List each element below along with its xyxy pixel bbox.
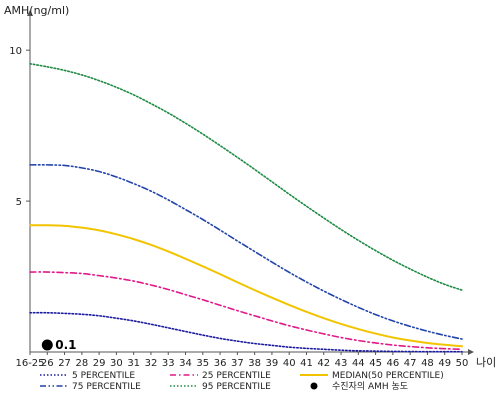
legend-label: 5 PERCENTILE: [72, 371, 135, 381]
y-tick-label: 5: [16, 197, 22, 208]
marker-layer: 0.1: [41, 338, 77, 352]
x-tick-label: 32: [145, 358, 158, 369]
patient-amh-marker: [41, 339, 53, 351]
x-tick-label: 26: [41, 358, 54, 369]
x-tick-label: 31: [127, 358, 140, 369]
series-line-25-percentile: [29, 271, 463, 351]
x-tick-label: 37: [231, 358, 244, 369]
x-tick-label: 41: [300, 358, 313, 369]
x-axis-arrow: [468, 349, 474, 355]
x-tick-label: 49: [438, 358, 451, 369]
x-tick-label: 33: [162, 358, 175, 369]
legend-label: 25 PERCENTILE: [202, 371, 271, 381]
series-line-median-50-percentile: [29, 224, 463, 348]
series-line-75-percentile: [29, 164, 463, 340]
y-axis-arrow: [27, 10, 33, 16]
x-tick-label: 48: [421, 358, 434, 369]
patient-amh-value-label: 0.1: [55, 338, 76, 352]
x-tick-label: 30: [110, 358, 123, 369]
x-tick-label: 28: [75, 358, 88, 369]
x-tick-label: 40: [283, 358, 296, 369]
series-line-5-percentile: [29, 311, 463, 353]
x-tick-label: 38: [248, 358, 261, 369]
legend-marker-label: 수진자의 AMH 농도: [332, 381, 408, 392]
x-tick-label: 44: [352, 358, 365, 369]
x-tick-label: 45: [369, 358, 382, 369]
x-tick-label: 27: [58, 358, 71, 369]
series-line-95-percentile: [29, 62, 463, 291]
legend-label: 75 PERCENTILE: [72, 382, 141, 392]
legend-label: 95 PERCENTILE: [202, 382, 271, 392]
legend: 5 PERCENTILE 25 PERCENTILE MEDIAN(50 PERCE…: [40, 371, 444, 392]
x-tick-label: 34: [179, 358, 192, 369]
series-layer: [29, 62, 463, 353]
y-tick-label: 10: [9, 46, 22, 57]
x-tick-label: 42: [317, 358, 330, 369]
x-tick-label: 16-25: [15, 358, 44, 369]
x-tick-label: 36: [214, 358, 227, 369]
x-tick-label: 29: [93, 358, 106, 369]
x-tick-label: 46: [387, 358, 400, 369]
legend-label: MEDIAN(50 PERCENTILE): [332, 371, 444, 381]
x-tick-label: 39: [266, 358, 279, 369]
x-axis-title: 나이: [476, 356, 496, 369]
y-axis-title: AMH(ng/ml): [4, 4, 69, 17]
legend-marker-swatch: [310, 382, 318, 390]
x-tick-label: 43: [335, 358, 348, 369]
x-tick-label: 47: [404, 358, 417, 369]
x-tick-label: 50: [456, 358, 469, 369]
x-tick-label: 35: [196, 358, 209, 369]
